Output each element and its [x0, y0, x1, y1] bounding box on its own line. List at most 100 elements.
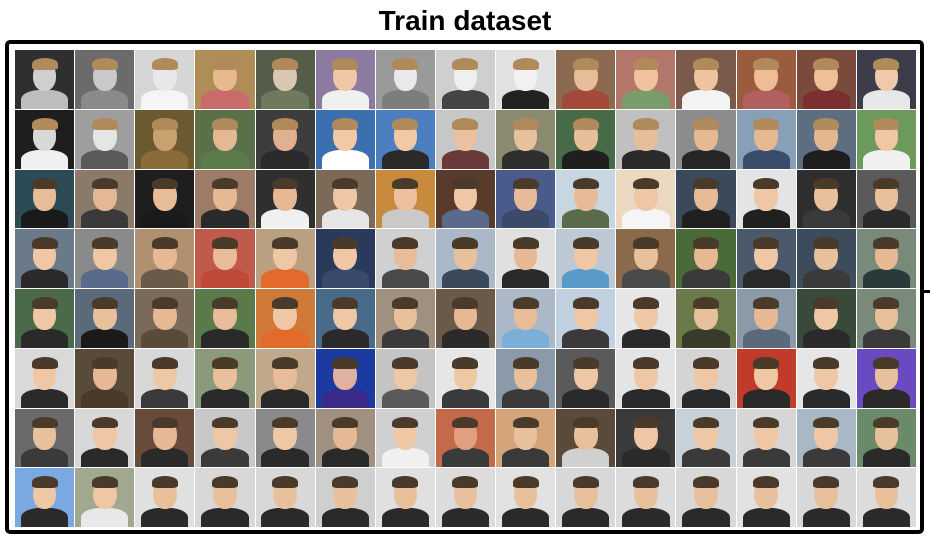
person-hair [693, 58, 720, 70]
person-body [20, 149, 69, 169]
person-hair [512, 416, 539, 429]
person-hair [272, 416, 299, 429]
person-hair [873, 416, 900, 429]
person-hair [572, 416, 599, 429]
photo-thumbnail [255, 50, 315, 109]
person-body [261, 508, 309, 527]
person-hair [91, 58, 118, 70]
photo-thumbnail [195, 229, 255, 288]
person-hair [632, 177, 659, 190]
person-body [742, 508, 790, 527]
photo-thumbnail [796, 289, 856, 348]
connector-line [922, 290, 930, 293]
person-hair [392, 476, 419, 489]
person-hair [873, 356, 900, 369]
person-body [742, 448, 790, 468]
photo-thumbnail [736, 408, 796, 468]
person-hair [392, 117, 419, 130]
person-hair [91, 297, 118, 309]
photo-thumbnail [856, 169, 916, 229]
person-body [682, 508, 730, 527]
person-hair [272, 476, 299, 489]
person-hair [572, 177, 599, 190]
person-hair [452, 177, 479, 190]
person-body [501, 328, 550, 348]
photo-thumbnail [676, 468, 736, 527]
photo-thumbnail [135, 468, 195, 527]
person-hair [151, 476, 178, 489]
person-body [261, 448, 309, 468]
person-hair [332, 117, 359, 130]
person-body [501, 448, 550, 468]
person-hair [813, 476, 840, 489]
person-hair [31, 356, 58, 369]
person-hair [753, 237, 780, 250]
person-hair [693, 117, 720, 130]
photo-thumbnail [856, 348, 916, 408]
photo-thumbnail [195, 109, 255, 169]
photo-thumbnail [15, 289, 75, 348]
photo-thumbnail [736, 229, 796, 288]
person-hair [693, 237, 720, 250]
person-body [682, 388, 730, 408]
person-body [862, 328, 911, 348]
photo-thumbnail [315, 50, 375, 109]
person-hair [572, 297, 599, 309]
person-body [201, 508, 249, 527]
photo-thumbnail [135, 229, 195, 288]
person-hair [151, 117, 178, 130]
person-body [501, 209, 550, 229]
person-hair [572, 356, 599, 369]
person-body [802, 508, 850, 527]
person-body [261, 89, 309, 109]
photo-thumbnail [616, 109, 676, 169]
person-body [81, 89, 129, 109]
person-body [141, 149, 189, 169]
photo-thumbnail [496, 169, 556, 229]
person-body [682, 149, 730, 169]
person-hair [332, 416, 359, 429]
photo-thumbnail [255, 229, 315, 288]
person-hair [753, 297, 780, 309]
person-hair [332, 356, 359, 369]
person-hair [332, 58, 359, 70]
person-hair [632, 476, 659, 489]
photo-thumbnail [255, 468, 315, 527]
photo-thumbnail [616, 468, 676, 527]
photo-thumbnail [375, 468, 435, 527]
photo-thumbnail [496, 348, 556, 408]
person-hair [452, 117, 479, 130]
person-body [802, 209, 850, 229]
photo-thumbnail [15, 169, 75, 229]
person-hair [392, 297, 419, 309]
person-hair [91, 177, 118, 190]
person-body [141, 448, 189, 468]
person-hair [151, 356, 178, 369]
person-body [802, 328, 850, 348]
person-body [682, 269, 730, 288]
person-body [682, 328, 730, 348]
person-body [562, 89, 610, 109]
person-hair [392, 356, 419, 369]
person-body [201, 149, 249, 169]
person-hair [452, 416, 479, 429]
photo-thumbnail [435, 50, 496, 109]
photo-thumbnail [676, 408, 736, 468]
photo-thumbnail [856, 468, 916, 527]
photo-thumbnail [796, 348, 856, 408]
person-hair [31, 297, 58, 309]
person-body [20, 328, 69, 348]
person-body [81, 269, 129, 288]
photo-thumbnail [616, 229, 676, 288]
person-body [261, 149, 309, 169]
photo-thumbnail [856, 289, 916, 348]
photo-thumbnail [616, 50, 676, 109]
person-body [321, 448, 369, 468]
person-hair [272, 297, 299, 309]
photo-thumbnail [676, 348, 736, 408]
person-hair [632, 58, 659, 70]
person-body [622, 209, 670, 229]
person-hair [151, 58, 178, 70]
person-body [802, 388, 850, 408]
person-hair [813, 297, 840, 309]
